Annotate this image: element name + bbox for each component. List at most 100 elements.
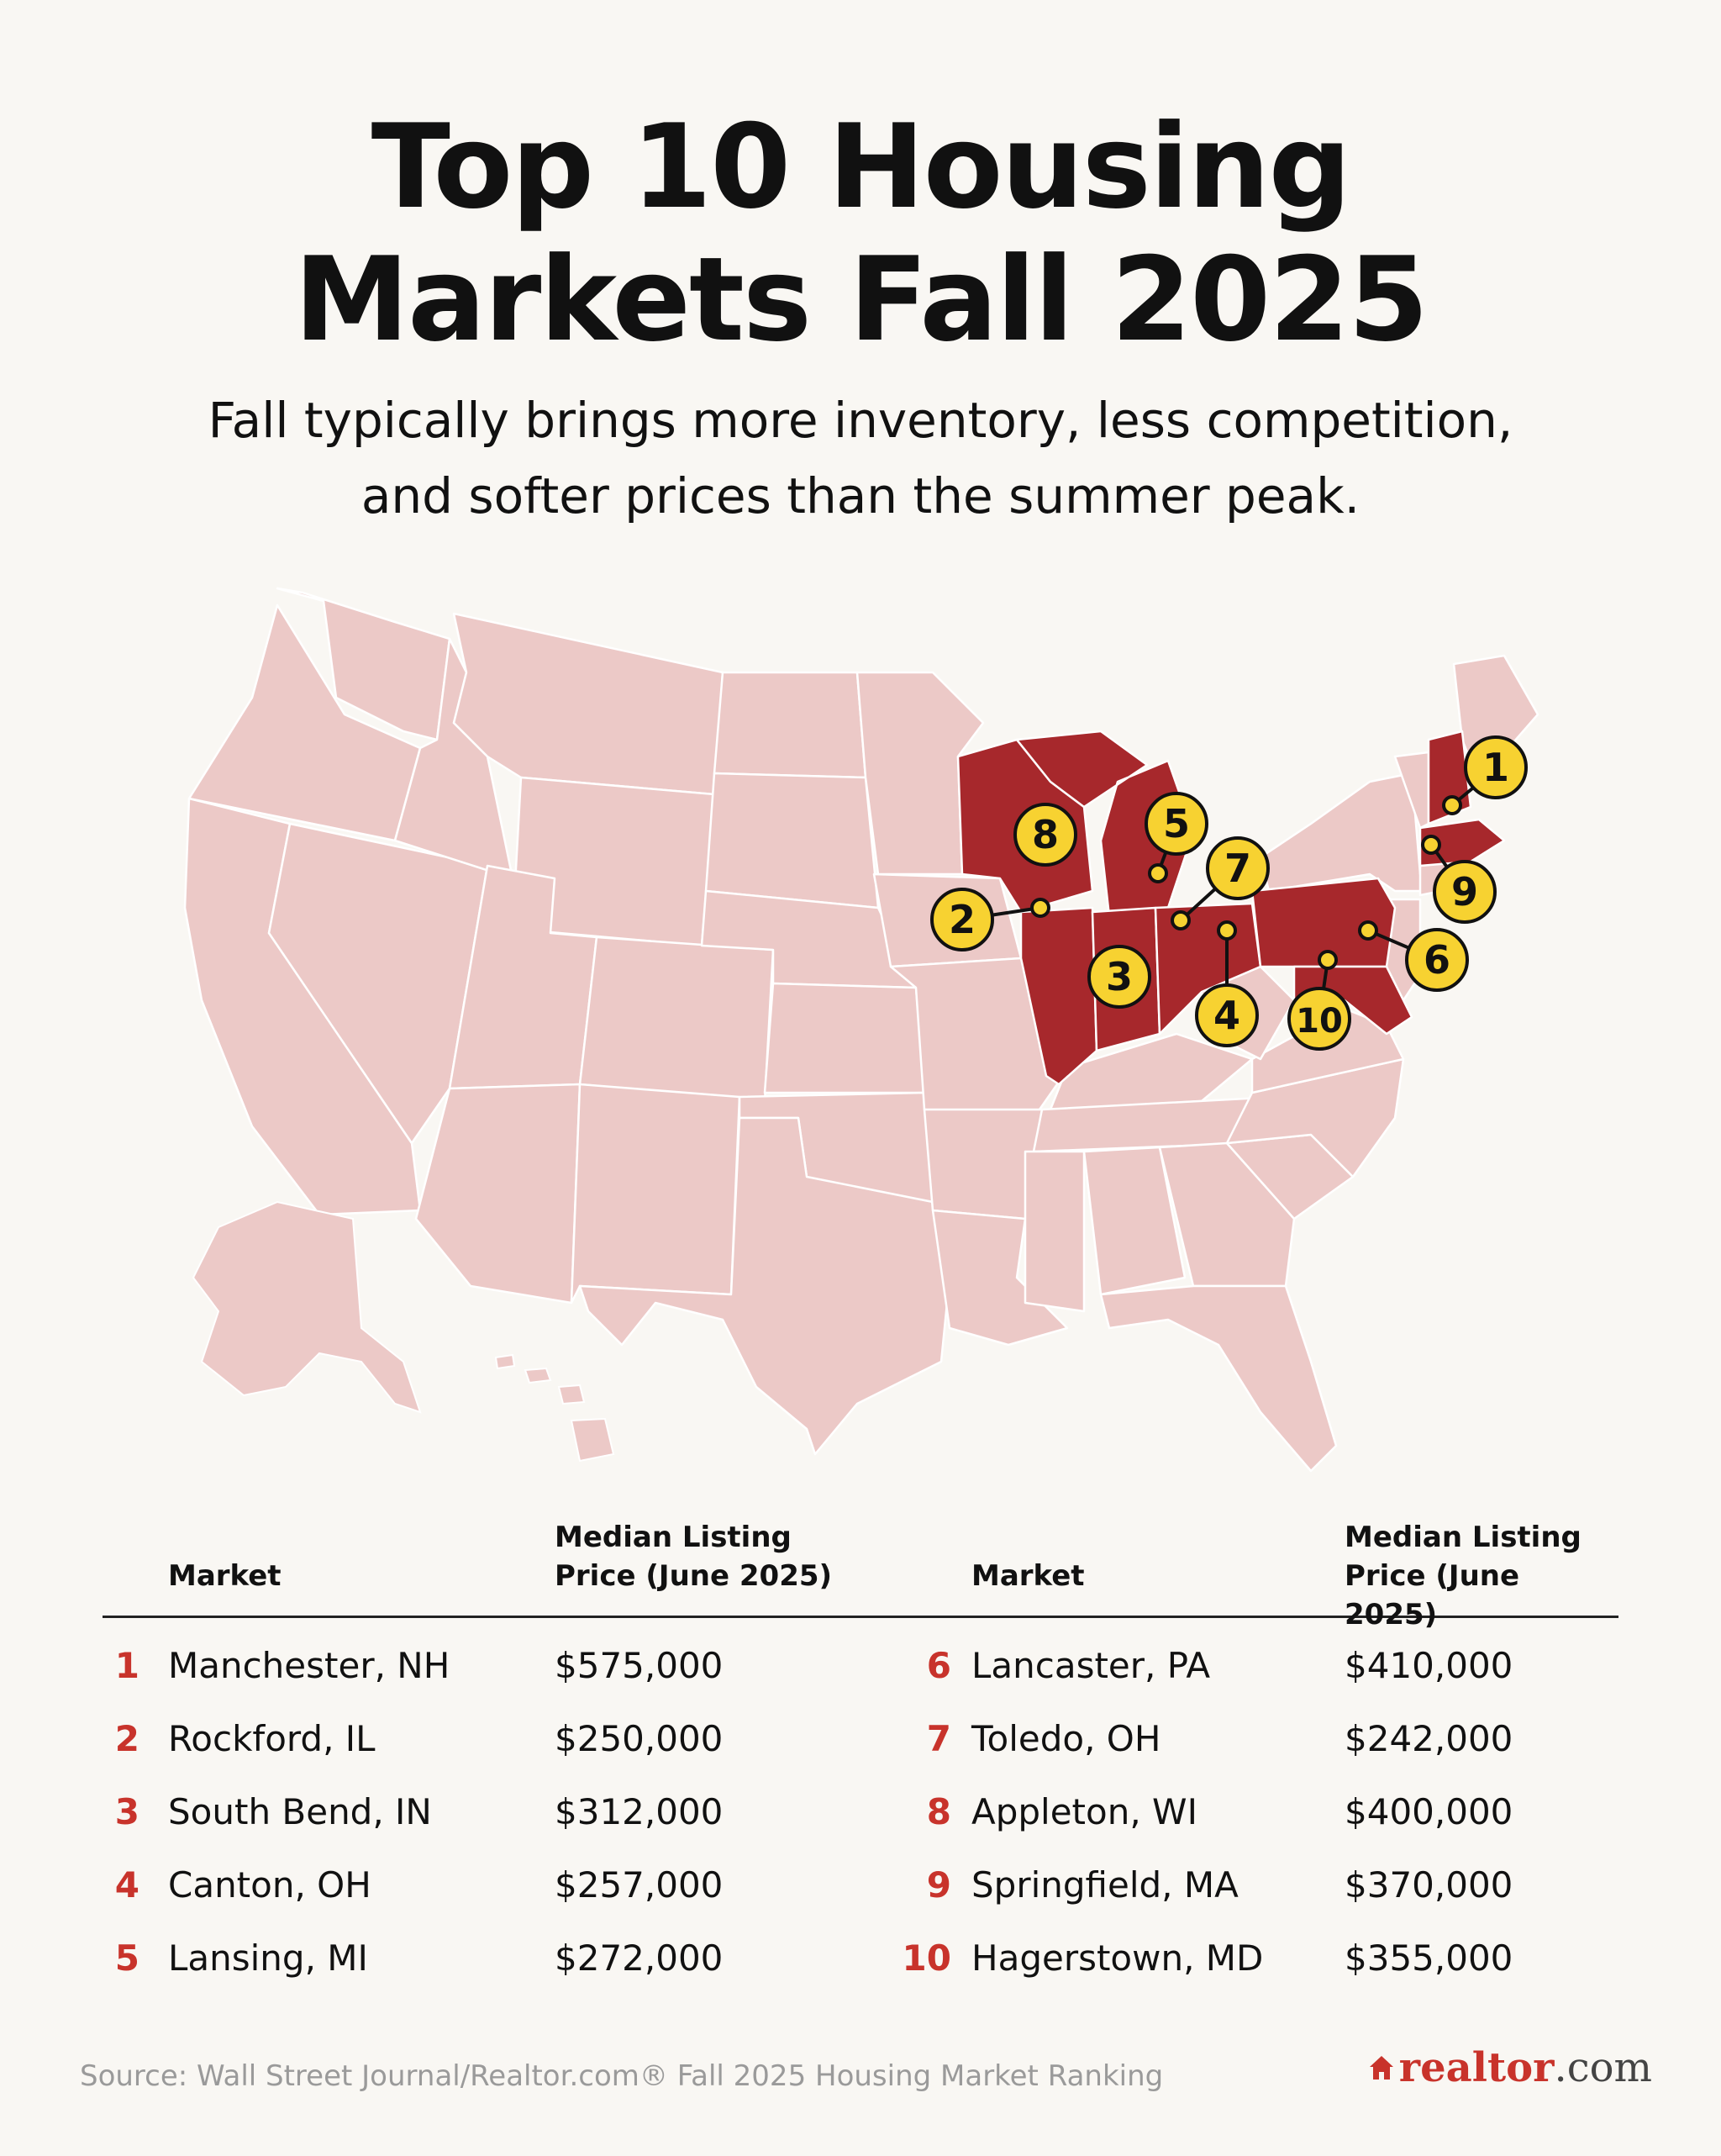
row-rank: 2 bbox=[114, 1718, 139, 1759]
table-row: 7 Toledo, OH $242,000 bbox=[906, 1702, 1618, 1775]
table-row: 3 South Bend, IN $312,000 bbox=[103, 1775, 859, 1848]
state-montana bbox=[452, 612, 724, 796]
state-massachusetts bbox=[1418, 818, 1506, 867]
marker-4[interactable]: 4 bbox=[1195, 920, 1259, 1047]
table-row: 5 Lansing, MI $272,000 bbox=[103, 1921, 859, 1995]
page-title: Top 10 Housing Markets Fall 2025 bbox=[0, 101, 1721, 366]
marker-6[interactable]: 6 bbox=[1358, 920, 1469, 992]
table-row: 4 Canton, OH $257,000 bbox=[103, 1848, 859, 1921]
header-price-left-line-2: Price (June 2025) bbox=[555, 1559, 833, 1593]
state-florida bbox=[1099, 1284, 1338, 1473]
state-colorado bbox=[578, 936, 775, 1103]
title-line-2: Markets Fall 2025 bbox=[293, 232, 1429, 367]
row-rank: 7 bbox=[926, 1718, 951, 1759]
subtitle: Fall typically brings more inventory, le… bbox=[0, 382, 1721, 534]
row-market: Toledo, OH bbox=[971, 1718, 1161, 1759]
row-market: Appleton, WI bbox=[971, 1791, 1197, 1832]
state-pennsylvania bbox=[1250, 877, 1397, 968]
table-row: 9 Springfield, MA $370,000 bbox=[906, 1848, 1618, 1921]
row-price: $370,000 bbox=[1345, 1864, 1513, 1906]
logo-word: realtor bbox=[1398, 2044, 1555, 2091]
row-price: $257,000 bbox=[555, 1864, 724, 1906]
subtitle-line-2: and softer prices than the summer peak. bbox=[361, 467, 1360, 525]
marker-2-label: 2 bbox=[949, 897, 976, 942]
state-texas bbox=[578, 1116, 951, 1456]
row-rank: 1 bbox=[114, 1645, 139, 1686]
header-price-right-line-1: Median Listing bbox=[1345, 1521, 1582, 1554]
house-icon bbox=[1369, 2056, 1393, 2080]
header-price-right-line-2: Price (June 2025) bbox=[1345, 1559, 1520, 1631]
marker-9[interactable]: 9 bbox=[1421, 835, 1497, 924]
row-market: Rockford, IL bbox=[168, 1718, 376, 1759]
marker-3[interactable]: 3 bbox=[1087, 945, 1151, 1009]
state-new-mexico bbox=[570, 1083, 741, 1305]
row-price: $355,000 bbox=[1345, 1937, 1513, 1979]
marker-3-label: 3 bbox=[1106, 954, 1133, 999]
state-south-dakota bbox=[704, 772, 880, 909]
header-price-left-line-1: Median Listing bbox=[555, 1521, 792, 1554]
marker-9-label: 9 bbox=[1451, 869, 1478, 915]
row-price: $272,000 bbox=[555, 1937, 724, 1979]
row-price: $242,000 bbox=[1345, 1718, 1513, 1759]
row-price: $575,000 bbox=[555, 1645, 724, 1686]
table-row: 10 Hagerstown, MD $355,000 bbox=[903, 1921, 1618, 1995]
table-row: 2 Rockford, IL $250,000 bbox=[103, 1702, 859, 1775]
row-rank: 3 bbox=[114, 1791, 139, 1832]
row-rank: 9 bbox=[926, 1864, 951, 1906]
marker-7[interactable]: 7 bbox=[1171, 836, 1270, 930]
state-illinois bbox=[1019, 906, 1098, 1086]
row-market: Springfield, MA bbox=[971, 1864, 1239, 1906]
marker-8[interactable]: 8 bbox=[1013, 803, 1077, 867]
marker-1[interactable]: 1 bbox=[1442, 735, 1528, 815]
marker-10-label: 10 bbox=[1296, 1002, 1343, 1041]
row-market: South Bend, IN bbox=[168, 1791, 432, 1832]
marker-5-label: 5 bbox=[1163, 801, 1190, 846]
state-north-dakota bbox=[713, 671, 867, 779]
header-market-left: Market bbox=[168, 1559, 282, 1593]
header-price-right: Median Listing Price (June 2025) bbox=[1345, 1518, 1618, 1634]
logo-suffix: .com bbox=[1554, 2044, 1652, 2091]
row-market: Manchester, NH bbox=[168, 1645, 450, 1686]
map-markers: 1 2 3 4 5 bbox=[930, 735, 1528, 1051]
header-market-right: Market bbox=[971, 1559, 1085, 1593]
marker-1-label: 1 bbox=[1482, 745, 1509, 790]
row-price: $312,000 bbox=[555, 1791, 724, 1832]
row-rank: 8 bbox=[926, 1791, 951, 1832]
marker-7-label: 7 bbox=[1224, 846, 1251, 891]
state-kansas bbox=[763, 982, 926, 1094]
row-market: Lansing, MI bbox=[168, 1937, 368, 1979]
state-mississippi bbox=[1024, 1150, 1086, 1313]
row-market: Hagerstown, MD bbox=[971, 1937, 1264, 1979]
row-rank: 6 bbox=[926, 1645, 951, 1686]
row-market: Canton, OH bbox=[168, 1864, 371, 1906]
state-hawaii bbox=[494, 1353, 615, 1463]
subtitle-line-1: Fall typically brings more inventory, le… bbox=[208, 392, 1513, 449]
marker-5[interactable]: 5 bbox=[1145, 792, 1208, 883]
markets-table: Market Median Listing Price (June 2025) … bbox=[103, 1513, 1618, 1979]
marker-6-label: 6 bbox=[1424, 937, 1450, 983]
row-market: Lancaster, PA bbox=[971, 1645, 1211, 1686]
row-rank: 5 bbox=[114, 1937, 139, 1979]
state-arizona bbox=[414, 1083, 582, 1305]
marker-10[interactable]: 10 bbox=[1287, 950, 1351, 1051]
realtor-logo[interactable]: realtor .com bbox=[1367, 2044, 1652, 2091]
table-header: Market Median Listing Price (June 2025) … bbox=[103, 1513, 1618, 1631]
row-price: $400,000 bbox=[1345, 1791, 1513, 1832]
state-alabama bbox=[1082, 1146, 1187, 1296]
table-row: 6 Lancaster, PA $410,000 bbox=[906, 1629, 1618, 1702]
title-line-1: Top 10 Housing bbox=[371, 99, 1352, 235]
state-georgia bbox=[1158, 1141, 1296, 1288]
marker-8-label: 8 bbox=[1032, 812, 1059, 857]
state-kentucky bbox=[1049, 1032, 1254, 1111]
state-alaska bbox=[192, 1200, 422, 1414]
table-row: 8 Appleton, WI $400,000 bbox=[906, 1775, 1618, 1848]
marker-2[interactable]: 2 bbox=[930, 888, 1050, 951]
source-note: Source: Wall Street Journal/Realtor.com®… bbox=[80, 2059, 1164, 2093]
table-row: 1 Manchester, NH $575,000 bbox=[103, 1629, 859, 1702]
marker-4-label: 4 bbox=[1213, 993, 1240, 1038]
row-price: $250,000 bbox=[555, 1718, 724, 1759]
row-price: $410,000 bbox=[1345, 1645, 1513, 1686]
row-rank: 10 bbox=[902, 1937, 951, 1979]
